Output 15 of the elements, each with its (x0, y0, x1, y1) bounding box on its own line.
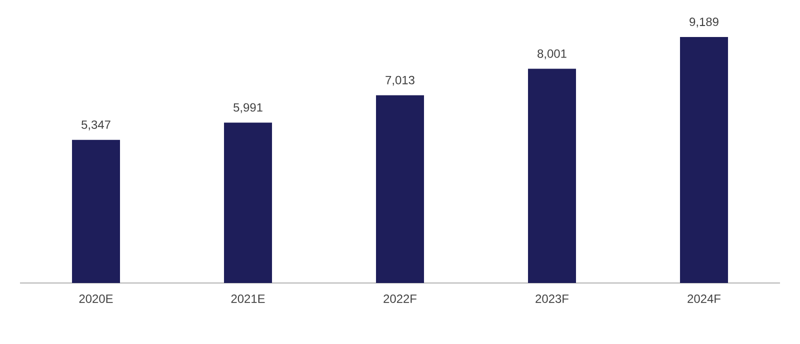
x-tick-label: 2024F (688, 294, 720, 303)
bar (376, 95, 424, 283)
data-label: 9,189 (690, 18, 718, 28)
x-tick-label: 2021E (231, 294, 265, 303)
bar (528, 68, 576, 283)
bar (224, 122, 272, 283)
data-label: 7,013 (386, 76, 414, 86)
data-label: 5,347 (82, 120, 110, 130)
data-label: 8,001 (538, 49, 566, 60)
bar (680, 36, 728, 283)
x-tick-label: 2023F (536, 294, 568, 303)
x-tick-label: 2020E (79, 294, 113, 303)
bar (72, 140, 120, 283)
data-label: 5,991 (234, 103, 262, 114)
x-tick-label: 2022F (384, 294, 416, 303)
